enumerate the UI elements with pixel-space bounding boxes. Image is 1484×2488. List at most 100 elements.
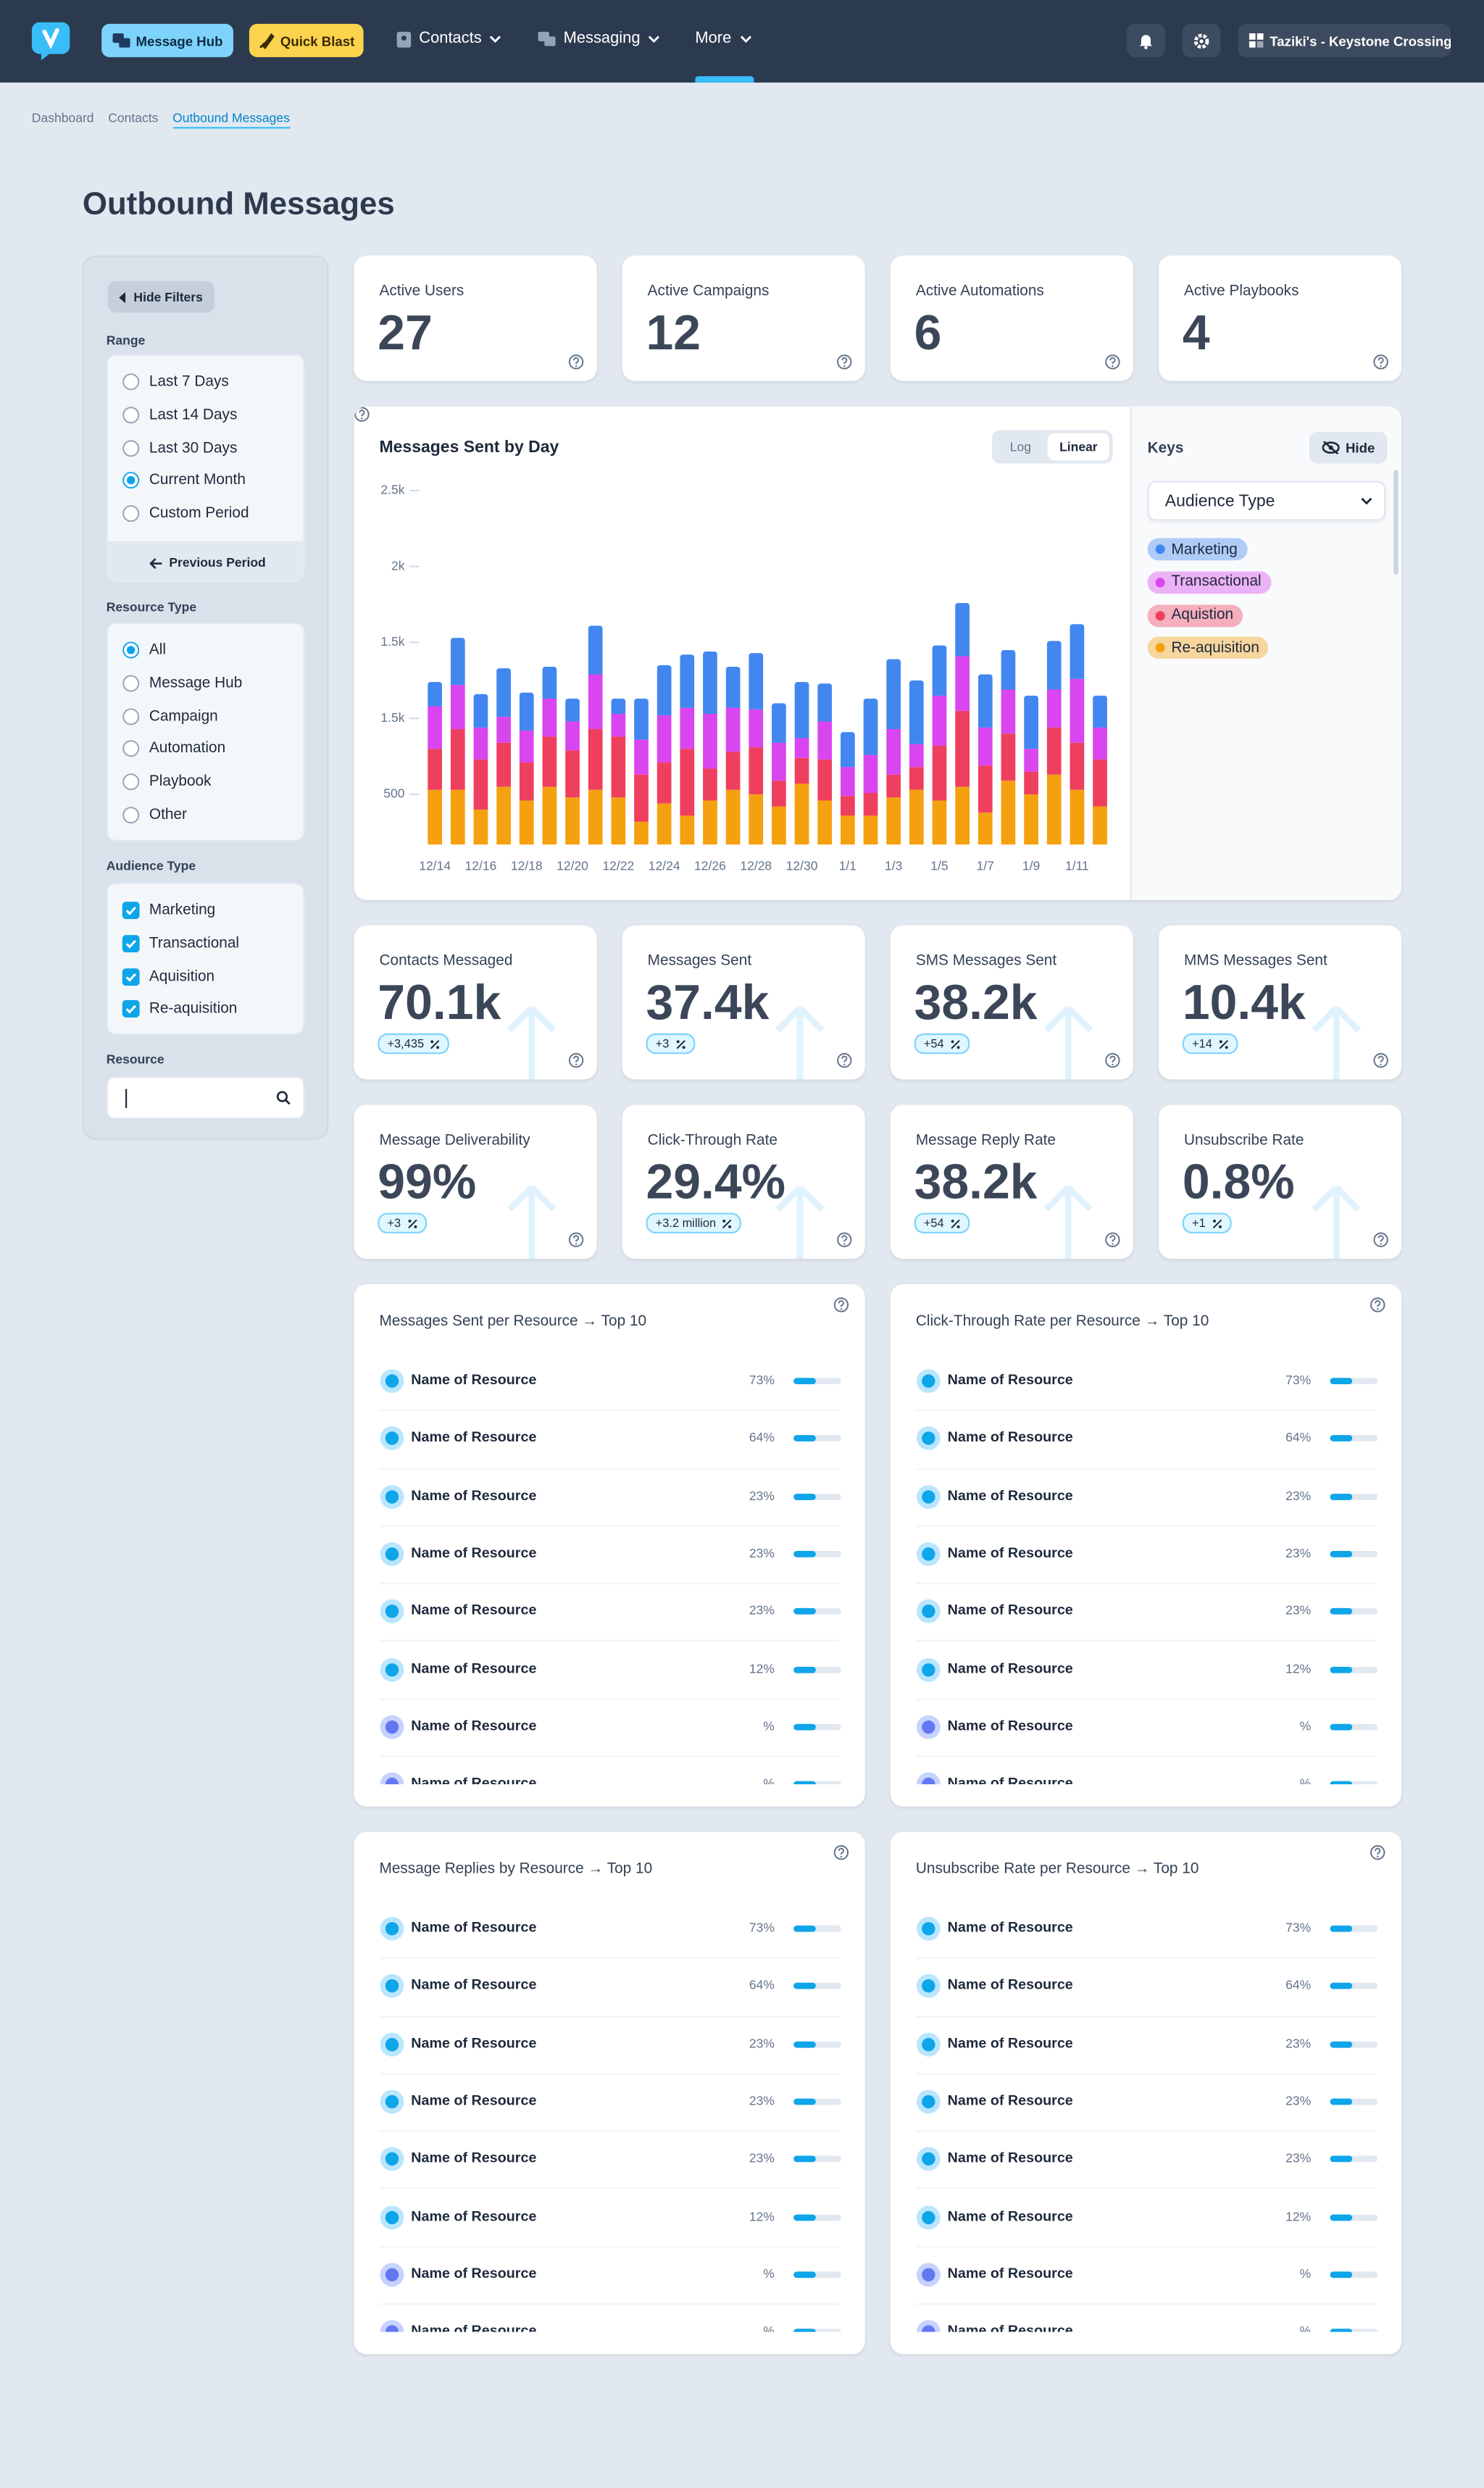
- resource-row[interactable]: Name of Resource%: [891, 2260, 1401, 2289]
- resource-row[interactable]: Name of Resource 23%: [891, 1597, 1401, 1626]
- radio-option[interactable]: Current Month: [122, 472, 246, 489]
- icon-core: [385, 1662, 399, 1676]
- message-hub-button[interactable]: Message Hub: [101, 23, 233, 57]
- bar-segment: [772, 742, 786, 781]
- resource-row[interactable]: Name of Resource 23%: [891, 2145, 1401, 2173]
- resource-row[interactable]: Name of Resource 64%: [891, 1972, 1401, 2000]
- radio-option[interactable]: Message Hub: [122, 674, 242, 692]
- radio-option[interactable]: Other: [122, 807, 187, 824]
- resource-search[interactable]: [106, 1076, 305, 1120]
- resource-row[interactable]: Name of Resource 23%: [354, 2030, 864, 2058]
- contacts-menu[interactable]: Contacts: [396, 30, 503, 48]
- resource-row[interactable]: Name of Resource 23%: [354, 2087, 864, 2115]
- resource-row[interactable]: Name of Resource 23%: [354, 2145, 864, 2173]
- resource-row[interactable]: Name of Resource 64%: [354, 1972, 864, 2000]
- icon-core: [922, 1374, 935, 1388]
- hide-filters-button[interactable]: Hide Filters: [107, 280, 214, 313]
- resource-row[interactable]: Name of Resource 23%: [891, 2087, 1401, 2115]
- radio-option[interactable]: Custom Period: [122, 505, 249, 523]
- resource-name: Name of Resource: [947, 1919, 1073, 1936]
- resource-row[interactable]: Name of Resource 12%: [891, 1655, 1401, 1683]
- account-button[interactable]: Taziki's - Keystone Crossing: [1238, 23, 1451, 57]
- trend-arrow: [1312, 1185, 1362, 1259]
- resource-row[interactable]: Name of Resource 73%: [354, 1367, 864, 1395]
- breadcrumb-current[interactable]: Outbound Messages: [172, 111, 290, 129]
- resource-row[interactable]: Name of Resource 23%: [891, 1539, 1401, 1568]
- metric-value: 10.4k: [1182, 974, 1306, 1031]
- bar-segment: [932, 645, 947, 696]
- resource-row[interactable]: Name of Resource%: [354, 1770, 864, 1784]
- y-tick-label: 2k: [391, 558, 405, 573]
- resource-row[interactable]: Name of Resource 12%: [891, 2202, 1401, 2231]
- radio-option[interactable]: Last 7 Days: [122, 373, 229, 391]
- bar-segment: [794, 757, 809, 784]
- resource-row[interactable]: Name of Resource 64%: [891, 1424, 1401, 1452]
- resource-row[interactable]: Name of Resource 23%: [354, 1597, 864, 1626]
- bar-segment: [955, 602, 970, 657]
- radio-option[interactable]: Playbook: [122, 773, 212, 791]
- hide-keys-button[interactable]: Hide: [1309, 431, 1388, 464]
- scale-option[interactable]: Log: [1010, 439, 1031, 454]
- legend-chip[interactable]: Transactional: [1147, 571, 1271, 594]
- audience-dropdown[interactable]: Audience Type: [1147, 480, 1386, 521]
- radio-option[interactable]: Last 14 Days: [122, 406, 237, 423]
- checkbox-option[interactable]: Marketing: [122, 902, 215, 919]
- breadcrumb[interactable]: Contacts: [108, 111, 159, 126]
- progress-track: [793, 1550, 841, 1557]
- legend-chip[interactable]: Marketing: [1147, 538, 1248, 561]
- resource-row[interactable]: Name of Resource 23%: [354, 1539, 864, 1568]
- resource-row[interactable]: Name of Resource 23%: [891, 1482, 1401, 1510]
- resource-row[interactable]: Name of Resource%: [891, 2318, 1401, 2332]
- trend-arrow: [507, 1005, 556, 1080]
- legend-chip[interactable]: Aquistion: [1147, 604, 1243, 627]
- resource-row[interactable]: Name of Resource%: [354, 2260, 864, 2289]
- delta-chip: +3,435: [378, 1033, 450, 1054]
- logo[interactable]: [31, 22, 70, 61]
- checkbox-option[interactable]: Aquisition: [122, 968, 214, 985]
- legend-chip[interactable]: Re-aquisition: [1147, 637, 1270, 660]
- resource-row[interactable]: Name of Resource%: [891, 1770, 1401, 1784]
- icon-core: [385, 2268, 399, 2281]
- metric-value: 70.1k: [378, 974, 501, 1031]
- x-tick-label: 1/9: [1022, 859, 1040, 873]
- resource-row[interactable]: Name of Resource%: [354, 1713, 864, 1741]
- help-circle: [833, 1844, 849, 1860]
- resource-row[interactable]: Name of Resource%: [354, 2318, 864, 2332]
- settings-button[interactable]: [1182, 23, 1221, 57]
- resource-row[interactable]: Name of Resource 64%: [354, 1424, 864, 1452]
- icon-core: [385, 1979, 399, 1994]
- delta-text: +3: [655, 1036, 670, 1052]
- resource-row[interactable]: Name of Resource 12%: [354, 2202, 864, 2231]
- radio-option[interactable]: Campaign: [122, 707, 218, 725]
- breadcrumb[interactable]: Dashboard: [31, 111, 94, 126]
- checkbox-option[interactable]: Re-aquisition: [122, 1000, 237, 1018]
- messaging-menu[interactable]: Messaging: [538, 30, 661, 48]
- checkbox-option[interactable]: Transactional: [122, 934, 239, 952]
- resource-row[interactable]: Name of Resource 73%: [354, 1915, 864, 1943]
- more-menu[interactable]: More: [695, 30, 751, 48]
- radio-option[interactable]: All: [122, 641, 166, 659]
- notifications-button[interactable]: [1127, 23, 1165, 57]
- quick-blast-button[interactable]: Quick Blast: [249, 23, 364, 57]
- resource-pct: 73%: [749, 1921, 775, 1936]
- radio-option[interactable]: Automation: [122, 741, 225, 758]
- resource-row[interactable]: Name of Resource 23%: [891, 2030, 1401, 2058]
- resource-row[interactable]: Name of Resource 73%: [891, 1367, 1401, 1395]
- bar-segment: [703, 800, 717, 845]
- percent-icon: [675, 1039, 685, 1049]
- scale-option[interactable]: Linear: [1047, 433, 1110, 461]
- help-dot: [1377, 1307, 1379, 1310]
- resource-row[interactable]: Name of Resource 23%: [354, 1482, 864, 1510]
- stat-value: 4: [1182, 304, 1210, 361]
- bar-segment: [519, 692, 534, 731]
- percent-dot: [436, 1045, 440, 1049]
- resource-row[interactable]: Name of Resource 73%: [891, 1915, 1401, 1943]
- resource-row[interactable]: Name of Resource%: [891, 1713, 1401, 1741]
- resource-row[interactable]: Name of Resource 12%: [354, 1655, 864, 1683]
- help-icon: [833, 1297, 849, 1312]
- bar-segment: [1093, 695, 1107, 728]
- previous-period-button[interactable]: Previous Period: [107, 541, 304, 581]
- bar-segment: [565, 721, 580, 751]
- radio-option[interactable]: Last 30 Days: [122, 439, 237, 457]
- resource-list-card: Click-Through Rate per Resource → Top 10…: [890, 1284, 1402, 1807]
